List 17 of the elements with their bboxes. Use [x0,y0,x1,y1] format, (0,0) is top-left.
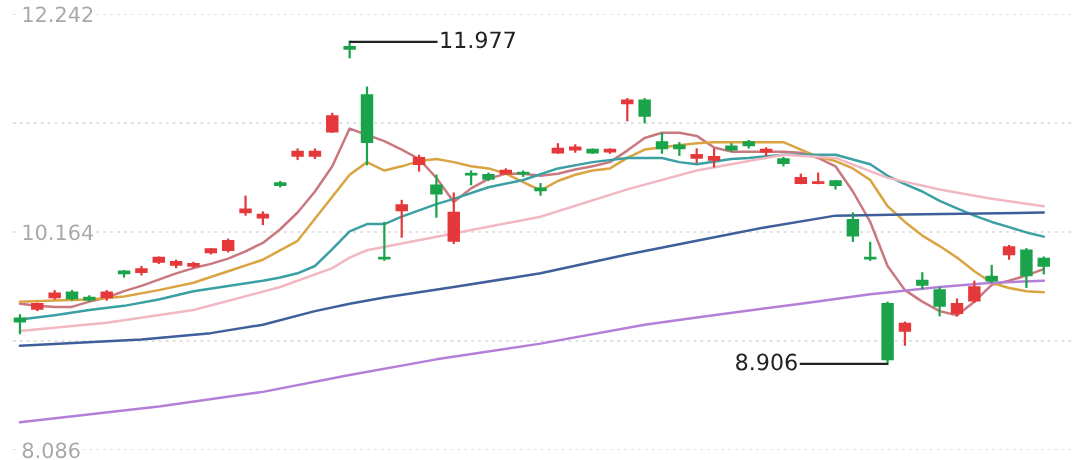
candlestick [239,195,252,216]
candlestick [898,321,912,346]
candlestick [968,280,981,303]
candlestick [638,98,651,124]
y-tick-label: 8.086 [22,442,80,459]
candlestick [933,286,946,317]
candlestick [725,143,738,152]
candlestick [621,98,634,122]
annotation: 11.977 [441,31,515,49]
y-tick-label: 12.242 [23,6,93,22]
annotation: 8.906 [736,353,797,371]
candlestick [395,199,408,238]
candlestick [655,132,669,154]
candlestick [430,174,443,218]
y-tick-label: 10.164 [23,224,94,241]
line-series [18,211,1046,347]
candlestick [846,212,860,242]
